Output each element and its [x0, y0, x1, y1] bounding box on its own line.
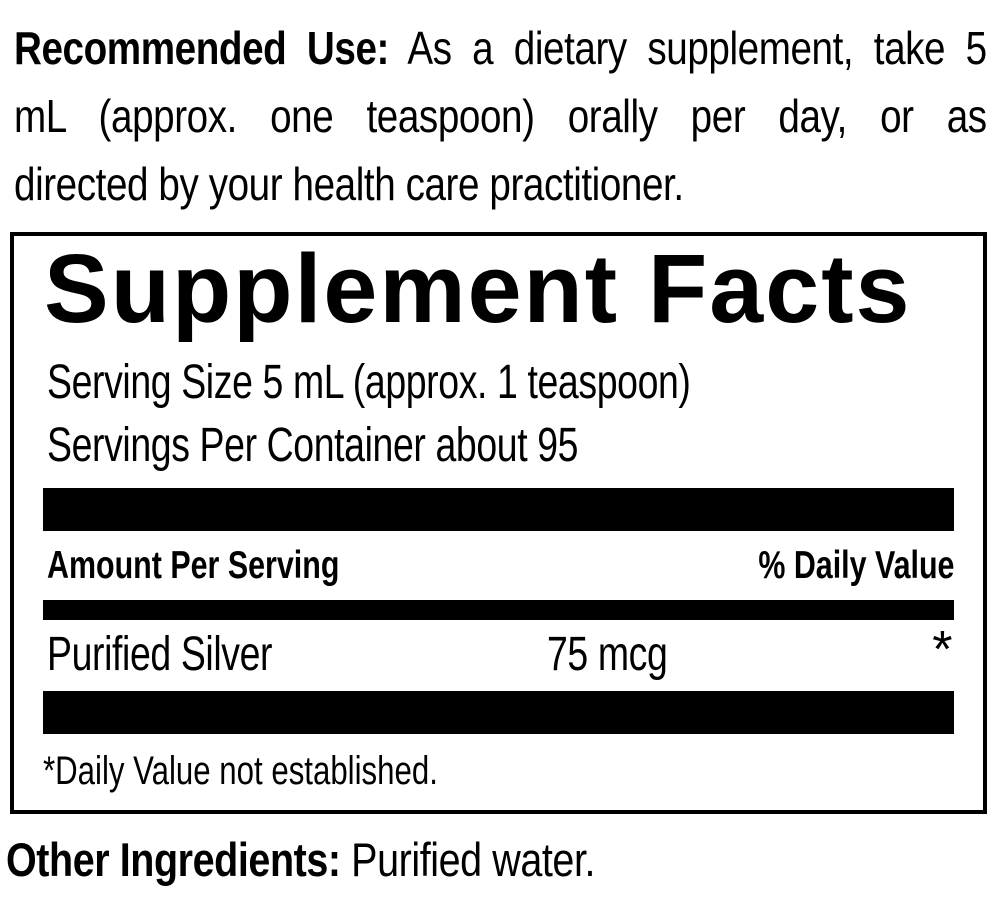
nutrient-amount: 75 mcg: [547, 627, 668, 681]
supplement-facts-panel: Supplement Facts Serving Size 5 mL (appr…: [10, 232, 987, 814]
servings-per-container-line: Servings Per Container about 95: [43, 414, 954, 478]
header-separator-bar: [43, 487, 954, 531]
recommended-use-line-1-text: As a dietary supplement, take 5: [388, 22, 987, 74]
row-separator-bar-bottom: [43, 690, 954, 734]
daily-value-footnote: *Daily Value not established.: [43, 747, 954, 796]
supplement-facts-title: Supplement Facts: [44, 234, 912, 343]
recommended-use-label: Recommended Use:: [14, 22, 389, 74]
column-header-row: Amount Per Serving % Daily Value: [43, 544, 954, 587]
recommended-use-line-2: mL (approx. one teaspoon) orally per day…: [14, 90, 987, 142]
daily-value-header: % Daily Value: [757, 543, 954, 587]
other-ingredients-label: Other Ingredients:: [6, 832, 341, 886]
row-separator-bar-top: [43, 599, 954, 620]
servings-per-container-text: Servings Per Container about 95: [47, 418, 579, 472]
recommended-use-line-1: Recommended Use: As a dietary supplement…: [14, 14, 987, 82]
nutrient-row: Purified Silver 75 mcg *: [43, 621, 954, 683]
nutrient-daily-value-asterisk: *: [932, 620, 952, 679]
recommended-use-paragraph: Recommended Use: As a dietary supplement…: [14, 14, 987, 218]
amount-per-serving-header: Amount Per Serving: [47, 543, 340, 587]
daily-value-footnote-text: *Daily Value not established.: [43, 748, 438, 793]
serving-size-line: Serving Size 5 mL (approx. 1 teaspoon): [43, 352, 954, 414]
recommended-use-line-3: directed by your health care practitione…: [14, 158, 684, 210]
other-ingredients-line: Other Ingredients: Purified water.: [6, 830, 989, 890]
nutrient-name: Purified Silver: [47, 627, 273, 681]
other-ingredients-value: Purified water.: [340, 832, 596, 886]
serving-size-text: Serving Size 5 mL (approx. 1 teaspoon): [47, 355, 691, 409]
